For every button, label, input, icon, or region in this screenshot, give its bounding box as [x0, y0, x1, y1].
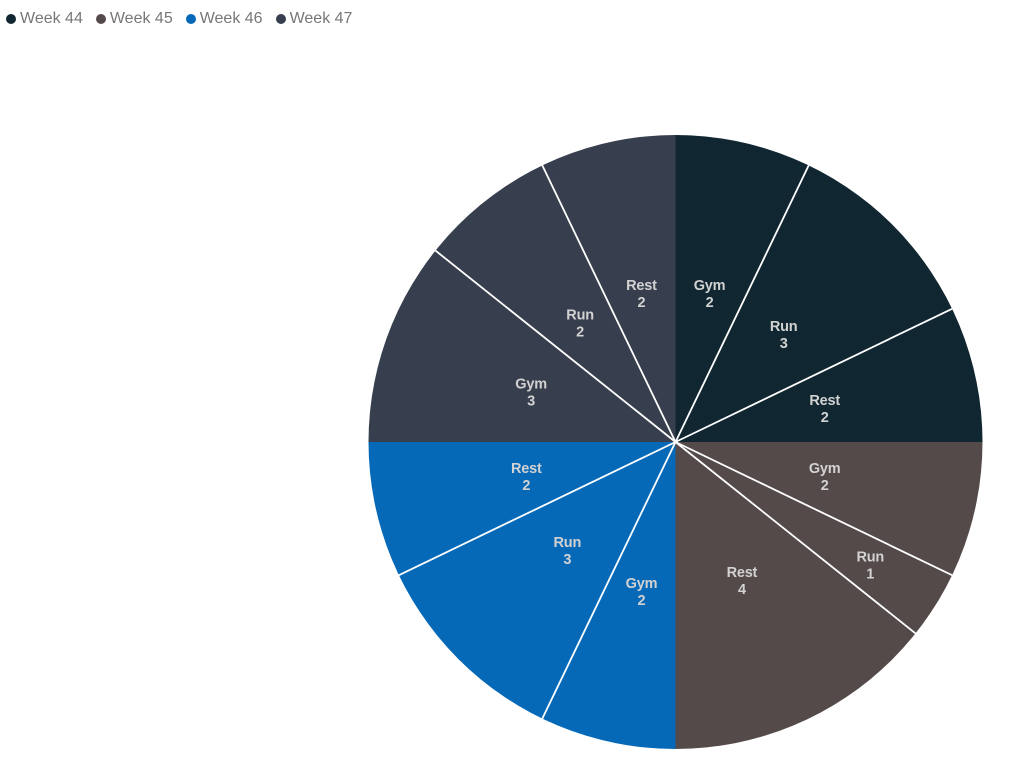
legend-item-label: Week 44 [20, 10, 83, 27]
legend-item-week-46[interactable]: Week 46 [185, 9, 263, 28]
pie-wedge-week-44[interactable] [675, 135, 983, 442]
legend-dot-icon [6, 13, 16, 24]
slice-label-week-45-run: Run 1 [856, 549, 884, 582]
slice-label-week-46-run: Run 3 [554, 535, 582, 568]
slice-label-week-44-run: Run 3 [770, 319, 798, 352]
slice-separator-line [541, 441, 677, 719]
slice-separator-line [675, 441, 953, 577]
pie-wedge-week-47[interactable] [368, 135, 676, 442]
slice-separator-line [674, 165, 810, 443]
slice-label-week-45-gym: Gym 2 [809, 461, 841, 494]
legend-dot-icon [275, 13, 286, 24]
slice-label-week-46-gym: Gym 2 [626, 576, 658, 609]
slice-label-week-47-rest: Rest 2 [626, 278, 657, 311]
legend: Week 44 Week 45 Week 46 Week 47 [6, 9, 352, 28]
legend-dot-icon [95, 13, 106, 24]
slice-separator-line [398, 441, 676, 577]
slice-label-week-44-rest: Rest 2 [809, 393, 840, 426]
legend-item-week-44[interactable]: Week 44 [6, 9, 83, 28]
legend-item-week-47[interactable]: Week 47 [275, 9, 353, 28]
slice-label-week-47-gym: Gym 3 [515, 376, 547, 409]
slice-label-week-46-rest: Rest 2 [511, 461, 542, 494]
legend-item-label: Week 45 [109, 10, 173, 27]
slice-separator-line [674, 441, 917, 635]
slice-separator-line [675, 307, 953, 443]
legend-item-week-45[interactable]: Week 45 [95, 9, 173, 28]
slice-label-week-47-run: Run 2 [566, 307, 594, 340]
legend-item-label: Week 47 [289, 10, 353, 27]
slice-label-week-45-rest: Rest 4 [727, 565, 758, 598]
slice-separator-line [434, 249, 677, 443]
pie-wedge-week-46[interactable] [368, 442, 676, 749]
legend-dot-icon [185, 13, 196, 24]
slice-separator-line [541, 165, 677, 443]
slice-label-week-44-gym: Gym 2 [694, 278, 726, 311]
pie-wedge-week-45[interactable] [675, 442, 983, 749]
legend-item-label: Week 46 [199, 10, 263, 27]
